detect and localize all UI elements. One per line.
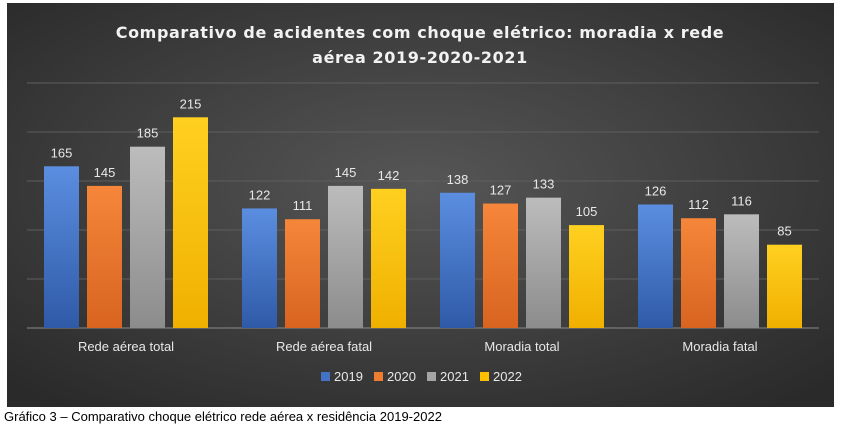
legend-label-2022: 2022 [493,369,522,384]
bar-2021 [130,146,165,328]
data-label: 105 [576,204,598,219]
category-label: Rede aérea total [78,339,174,354]
bar-2021 [724,214,759,328]
figure-caption: Gráfico 3 – Comparativo choque elétrico … [4,409,442,424]
data-label: 142 [378,168,400,183]
data-labels: 165 145 185 215 122 111 145 142 138 127 133 105 126 1… [51,96,792,238]
legend-swatch-2019 [321,372,330,381]
data-label: 145 [94,165,116,180]
chart-title-line-2: aérea 2019-2020-2021 [312,48,528,67]
data-label: 165 [51,145,73,160]
bar-2020 [681,218,716,328]
data-label: 111 [293,198,313,213]
data-label: 122 [249,187,271,202]
chart: Comparativo de acidentes com choque elét… [7,3,834,407]
bar-2022 [569,225,604,328]
bar-2022 [767,244,802,328]
bar-2021 [328,185,363,328]
data-label: 185 [137,126,159,141]
data-label: 126 [645,184,667,199]
data-label: 138 [447,172,469,187]
legend-label-2020: 2020 [387,369,416,384]
legend-label-2019: 2019 [334,369,363,384]
bar-2019 [638,204,673,328]
data-label: 116 [731,193,752,208]
data-label: 215 [180,96,202,111]
data-label: 85 [777,224,791,239]
data-label: 112 [688,197,709,212]
category-axis: Rede aérea total Rede aérea fatal Moradia … [78,339,758,354]
bar-2019 [44,166,79,328]
bar-2021 [526,197,561,328]
data-label: 133 [533,177,555,192]
bar-2020 [87,185,122,328]
bar-2020 [285,219,320,328]
chart-title-line-1: Comparativo de acidentes com choque elét… [116,23,725,42]
legend: 2019 2020 2021 2022 [321,369,522,384]
legend-label-2021: 2021 [440,369,469,384]
legend-swatch-2020 [374,372,383,381]
bar-2019 [440,192,475,328]
data-label: 145 [335,165,357,180]
bars [44,117,802,328]
bar-2019 [242,208,277,328]
bar-2022 [173,117,208,328]
data-label: 127 [490,183,512,198]
category-label: Moradia total [484,339,559,354]
bar-2022 [371,188,406,328]
bar-2020 [483,203,518,328]
category-label: Rede aérea fatal [276,339,372,354]
legend-swatch-2021 [427,372,436,381]
legend-swatch-2022 [480,372,489,381]
category-label: Moradia fatal [682,339,757,354]
